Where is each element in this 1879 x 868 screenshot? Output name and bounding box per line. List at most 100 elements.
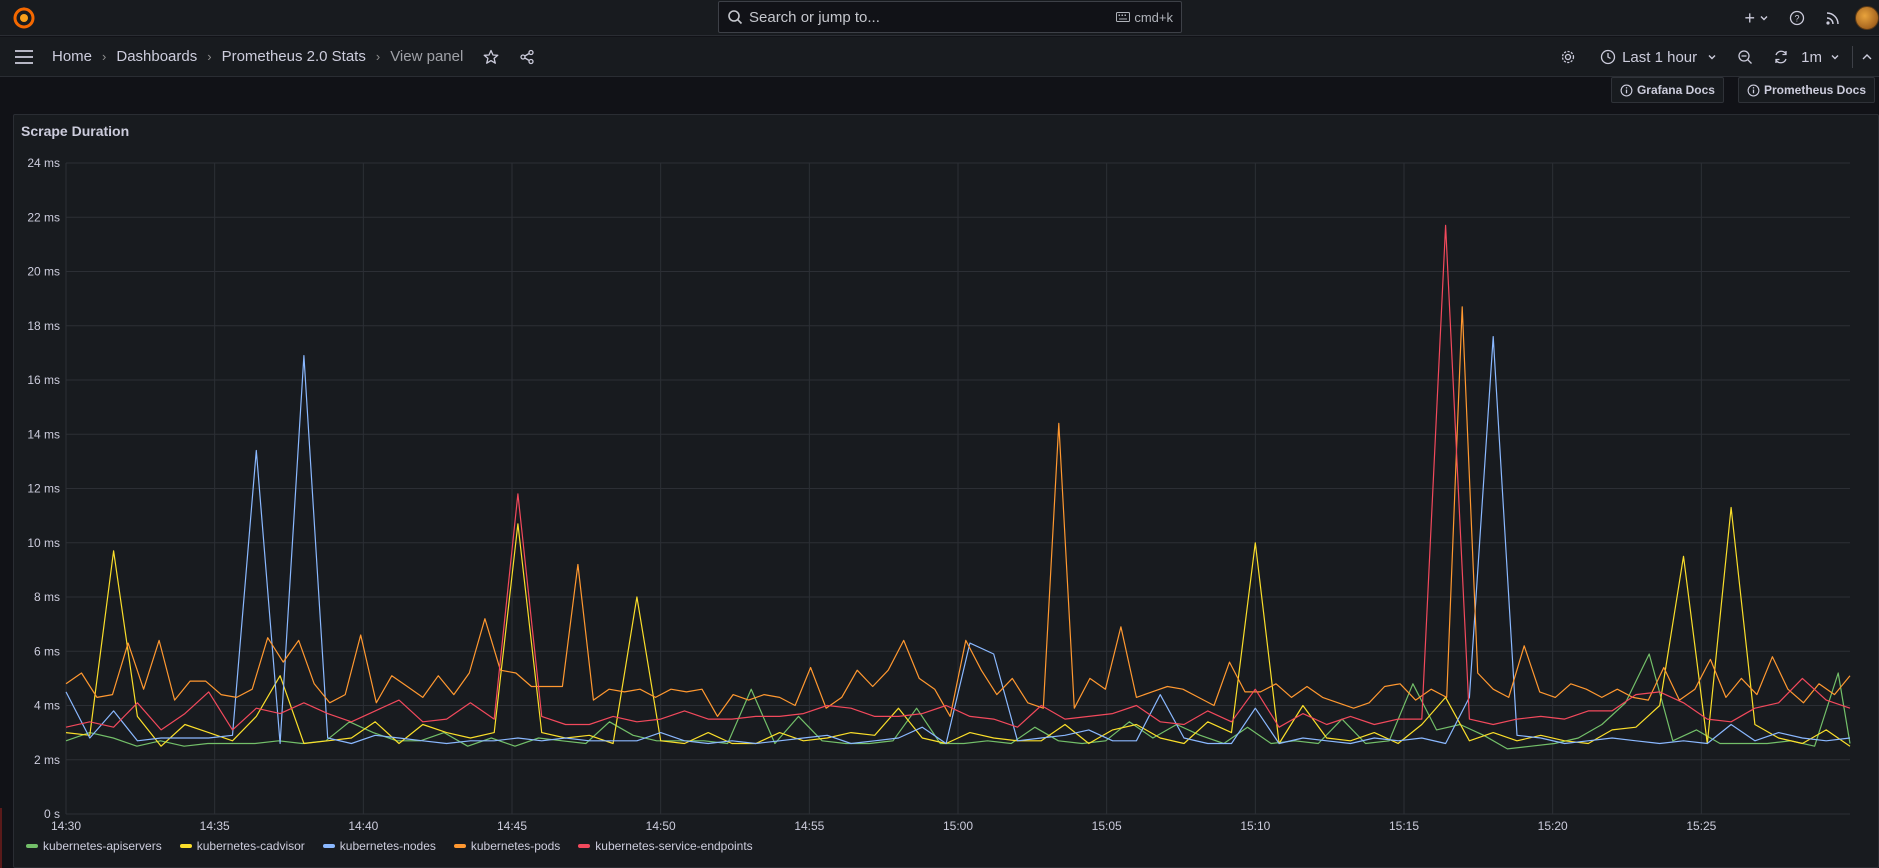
nav-bar: Home › Dashboards › Prometheus 2.0 Stats… (0, 37, 1879, 77)
grafana-docs-link[interactable]: Grafana Docs (1610, 77, 1724, 103)
prometheus-docs-link[interactable]: Prometheus Docs (1737, 77, 1875, 103)
chevron-down-icon (1760, 16, 1768, 21)
refresh-interval-label: 1m (1801, 48, 1822, 66)
x-tick-label: 15:00 (943, 819, 973, 831)
x-tick-label: 14:55 (794, 819, 824, 831)
menu-button[interactable] (0, 37, 48, 77)
breadcrumb: Home › Dashboards › Prometheus 2.0 Stats… (52, 48, 463, 65)
chevron-right-icon: › (375, 49, 381, 64)
gear-icon (1561, 50, 1575, 64)
chevron-right-icon: › (207, 49, 212, 64)
grafana-logo-icon[interactable] (12, 6, 36, 30)
search-icon (728, 10, 743, 25)
x-tick-label: 15:10 (1240, 819, 1270, 831)
collapse-button[interactable] (1855, 37, 1879, 77)
plus-icon: + (1744, 7, 1755, 28)
keyboard-icon (1116, 12, 1131, 22)
legend-label: kubernetes-nodes (339, 839, 436, 853)
legend-item-kubernetes-apiservers[interactable]: kubernetes-apiservers (26, 839, 162, 853)
y-tick-label: 14 ms (27, 427, 60, 441)
new-button[interactable]: + (1734, 0, 1779, 36)
refresh-interval-button[interactable]: 1m (1799, 37, 1850, 77)
legend-item-kubernetes-nodes[interactable]: kubernetes-nodes (322, 839, 436, 853)
refresh-button[interactable] (1763, 37, 1799, 77)
x-tick-label: 15:15 (1389, 819, 1419, 831)
docs-links: Grafana Docs Prometheus Docs (1610, 77, 1879, 105)
legend-label: kubernetes-pods (470, 839, 561, 853)
refresh-icon (1775, 50, 1787, 64)
news-button[interactable] (1815, 0, 1851, 36)
y-tick-label: 10 ms (27, 536, 60, 550)
chevron-down-icon (1831, 55, 1839, 60)
x-tick-label: 14:45 (497, 819, 527, 831)
breadcrumb-dashboard[interactable]: Prometheus 2.0 Stats (221, 48, 366, 65)
legend-item-kubernetes-service-endpoints[interactable]: kubernetes-service-endpoints (578, 839, 753, 853)
legend-label: kubernetes-cadvisor (196, 839, 305, 853)
search-placeholder: Search or jump to... (749, 8, 880, 26)
x-tick-label: 14:30 (51, 819, 81, 831)
prometheus-docs-label: Prometheus Docs (1763, 83, 1866, 97)
zoom-out-icon (1738, 50, 1753, 64)
x-tick-label: 14:50 (646, 819, 676, 831)
legend-item-kubernetes-cadvisor[interactable]: kubernetes-cadvisor (179, 839, 305, 853)
series-line-kubernetes-pods (65, 306, 1851, 717)
panel-scrape-duration: Scrape Duration 0 s 2 ms 4 ms 6 ms 8 ms 10 ms… (13, 114, 1879, 868)
chevron-up-icon (1862, 54, 1872, 60)
chart-legend: kubernetes-apiservers kubernetes-cadvisor… (26, 839, 753, 853)
top-right-actions: + ? (1734, 0, 1879, 36)
share-button[interactable] (511, 41, 543, 73)
chevron-right-icon: › (102, 49, 107, 64)
time-series-chart[interactable]: 0 s 2 ms 4 ms 6 ms 8 ms 10 ms 12 ms 14 ms 16 ms 1… (14, 115, 1879, 831)
breadcrumb-dashboards[interactable]: Dashboards (116, 48, 198, 65)
star-button[interactable] (475, 41, 507, 73)
search-input[interactable]: Search or jump to... cmd+k (718, 1, 1182, 33)
legend-label: kubernetes-apiservers (43, 839, 162, 853)
info-icon (1747, 84, 1760, 96)
y-tick-label: 12 ms (27, 482, 60, 496)
share-icon (520, 49, 534, 64)
legend-swatch (322, 844, 335, 848)
edge-marker (0, 808, 2, 868)
y-tick-label: 20 ms (27, 265, 60, 279)
y-tick-label: 0 s (44, 807, 60, 821)
y-tick-label: 18 ms (27, 319, 60, 333)
breadcrumb-home[interactable]: Home (52, 48, 93, 65)
y-tick-label: 22 ms (27, 210, 60, 224)
panel-title: Scrape Duration (21, 123, 130, 139)
y-tick-label: 2 ms (34, 753, 60, 767)
legend-swatch (26, 844, 38, 848)
dashboard-controls: Last 1 hour 1m (1550, 37, 1879, 77)
hamburger-icon (15, 49, 33, 64)
series-line-kubernetes-nodes (65, 336, 1851, 745)
help-icon: ? (1789, 10, 1805, 26)
grafana-docs-label: Grafana Docs (1636, 83, 1715, 97)
legend-swatch (578, 844, 591, 848)
y-tick-label: 16 ms (27, 373, 60, 387)
legend-item-kubernetes-pods[interactable]: kubernetes-pods (453, 839, 561, 853)
x-tick-label: 14:35 (200, 819, 230, 831)
avatar[interactable] (1855, 6, 1879, 30)
x-tick-label: 14:40 (348, 819, 378, 831)
x-tick-label: 15:05 (1092, 819, 1122, 831)
y-tick-label: 6 ms (34, 644, 60, 658)
top-bar: Search or jump to... cmd+k + ? (0, 0, 1879, 36)
star-icon (483, 49, 499, 64)
help-button[interactable]: ? (1779, 0, 1815, 36)
x-tick-label: 15:25 (1686, 819, 1716, 831)
time-picker-button[interactable]: Last 1 hour (1590, 37, 1727, 77)
rss-icon (1826, 12, 1839, 25)
toolbar-divider (1852, 46, 1853, 68)
series-line-kubernetes-cadvisor (65, 506, 1851, 747)
y-tick-label: 4 ms (34, 699, 60, 713)
legend-label: kubernetes-service-endpoints (595, 839, 753, 853)
zoom-out-button[interactable] (1727, 37, 1763, 77)
chevron-down-icon (1708, 55, 1716, 60)
info-icon (1620, 84, 1633, 96)
settings-button[interactable] (1550, 37, 1586, 77)
legend-swatch (453, 844, 466, 848)
x-tick-label: 15:20 (1538, 819, 1568, 831)
y-tick-label: 8 ms (34, 590, 60, 604)
y-tick-label: 24 ms (27, 156, 60, 170)
clock-icon (1600, 49, 1616, 65)
svg-text:?: ? (1794, 14, 1799, 24)
